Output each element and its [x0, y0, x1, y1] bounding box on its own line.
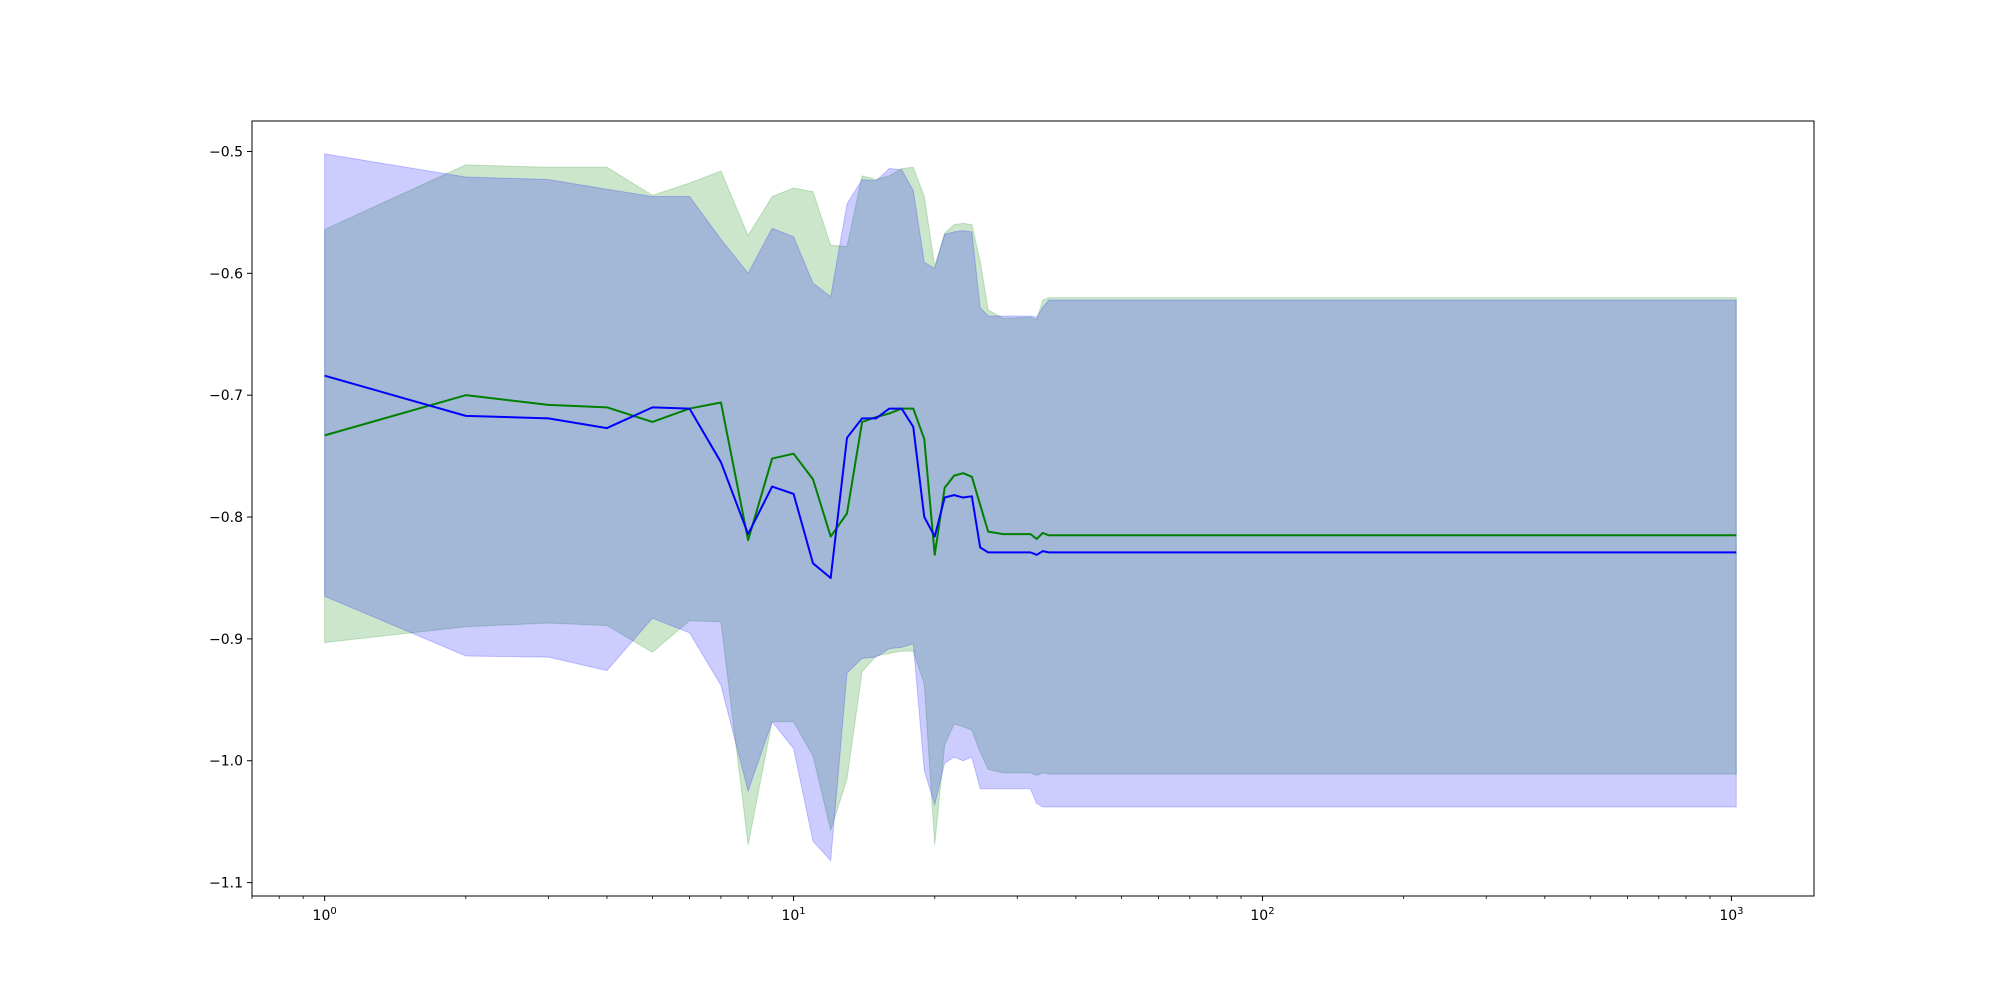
x-tick-base: 10 [781, 908, 799, 924]
x-tick-label: 103 [1719, 906, 1743, 924]
x-tick-exponent: 2 [1268, 906, 1274, 917]
confidence-bands [324, 153, 1737, 862]
y-axis: −0.5 −0.6 −0.7 −0.8 −0.9 −1.0 −1.1 [209, 144, 252, 892]
series-lines [324, 374, 1737, 579]
x-tick-base: 10 [1719, 908, 1737, 924]
series-1-band [324, 164, 1737, 845]
y-tick-label: −0.5 [209, 144, 243, 160]
x-tick-label: 100 [313, 906, 337, 924]
x-tick-base: 10 [1250, 908, 1268, 924]
x-axis: 100 101 102 103 [251, 896, 1744, 924]
y-tick-label: −0.8 [209, 510, 243, 526]
x-tick-exponent: 3 [1737, 906, 1743, 917]
series-1-line [324, 394, 1737, 556]
x-tick-label: 102 [1250, 906, 1274, 924]
x-tick-exponent: 0 [330, 906, 336, 917]
y-tick-label: −0.6 [209, 266, 243, 282]
y-tick-label: −0.9 [209, 632, 243, 648]
y-tick-label: −1.1 [209, 876, 243, 892]
plot-area-frame [251, 120, 1815, 897]
x-tick-label: 101 [781, 906, 805, 924]
x-tick-exponent: 1 [799, 906, 805, 917]
y-tick-label: −1.0 [209, 754, 243, 770]
series-2-band [324, 153, 1737, 862]
series-2-line [324, 374, 1737, 579]
x-tick-base: 10 [313, 908, 331, 924]
y-tick-label: −0.7 [209, 388, 243, 404]
